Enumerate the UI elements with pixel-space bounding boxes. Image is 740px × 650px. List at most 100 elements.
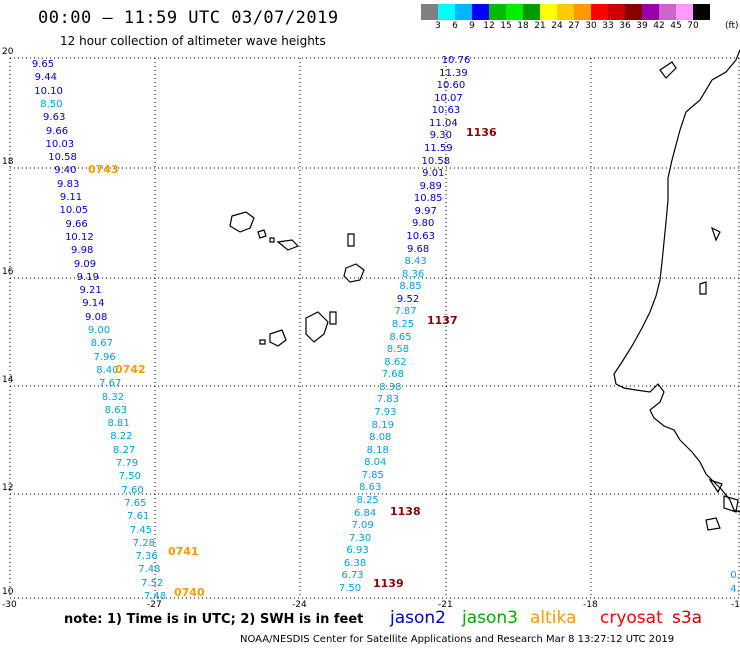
- cape-verde-sao-nicolau: [276, 239, 300, 251]
- wave-height-value: 9.63: [43, 112, 66, 124]
- wave-height-value: 9.21: [79, 285, 102, 297]
- pass-time-label: 0740: [174, 586, 205, 599]
- wave-height-value: 9.14: [82, 298, 105, 310]
- colorbar-label: 18: [517, 21, 529, 31]
- wave-height-value: 9.01: [422, 168, 445, 180]
- longitude-tick-label: -21: [438, 600, 453, 610]
- wave-height-value: 9.44: [34, 72, 57, 84]
- wave-height-value: 8.65: [389, 331, 412, 343]
- colorbar-unit: (ft): [725, 21, 739, 31]
- colorbar-label: 36: [619, 21, 631, 31]
- wave-height-value: 9.80: [412, 218, 435, 230]
- wave-height-value: 8.40: [96, 364, 119, 376]
- wave-height-value: 8.43: [404, 256, 427, 268]
- wave-height-value: 10.03: [45, 138, 75, 150]
- cape-verde-santiago: [305, 311, 329, 343]
- pass-time-label: 0741: [168, 545, 199, 558]
- cape-verde-santo-antao: [229, 211, 255, 233]
- wave-height-value: 9.68: [407, 243, 430, 255]
- colorbar-label: 33: [602, 21, 614, 31]
- coastal-island: [723, 495, 739, 513]
- wave-height-value: 11.39: [439, 67, 468, 79]
- wave-height-value: 7.79: [115, 458, 139, 469]
- wave-height-value: 6.73: [341, 570, 364, 582]
- land-outlines: [229, 49, 740, 531]
- wave-height-value: 10.10: [34, 85, 63, 97]
- longitude-tick-label: -15: [731, 600, 740, 610]
- longitude-tick-label: -18: [583, 600, 598, 610]
- wave-height-value: 7.09: [351, 520, 374, 532]
- wave-height-value: 7.28: [132, 537, 155, 549]
- colorbar-label: 6: [452, 21, 458, 31]
- longitude-tick-label: -30: [2, 600, 17, 610]
- wave-height-value: 6.38: [343, 557, 367, 569]
- wave-height-value: 7.85: [361, 469, 384, 481]
- wave-height-value: 10.60: [436, 80, 466, 92]
- wave-height-value: 7.36: [135, 551, 158, 563]
- wave-height-value: 7.96: [93, 351, 116, 363]
- wave-height-value: 8.25: [356, 495, 379, 506]
- wave-height-value: 9.66: [65, 218, 88, 230]
- colorbar-swatch: [608, 4, 625, 20]
- cape-verde-sal: [347, 233, 355, 247]
- colorbar-label: 27: [568, 21, 580, 31]
- wave-height-value: 8.63: [359, 482, 382, 494]
- wave-height-value: 8.36: [401, 268, 425, 280]
- colorbar-swatch: [489, 4, 506, 20]
- wave-height-value: 10.63: [406, 231, 435, 242]
- latitude-tick-label: 18: [2, 157, 14, 167]
- cape-verde-sao-vicente: [257, 229, 267, 239]
- wave-height-value: 10.58: [421, 155, 451, 167]
- wave-height-value: 9.89: [419, 180, 442, 192]
- wave-height-value: 8.08: [369, 432, 392, 444]
- wave-height-value: 10.63: [431, 105, 461, 117]
- colorbar-label: 24: [551, 21, 563, 31]
- legend-s3a: s3a: [672, 608, 703, 628]
- wave-height-value: 6.84: [354, 507, 377, 519]
- colorbar-swatch: [676, 4, 693, 20]
- colorbar-label: 70: [687, 21, 699, 31]
- units-note: note: 1) Time is in UTC; 2) SWH is in fe…: [64, 612, 364, 627]
- colorbar-label: 15: [500, 21, 512, 31]
- wave-height-value: 11.04: [429, 117, 458, 129]
- wave-height-value: 8.67: [90, 338, 113, 350]
- colorbar-swatch: [506, 4, 523, 20]
- colorbar-swatch: [455, 4, 472, 20]
- wave-height-value: 8.58: [386, 344, 410, 356]
- footer-credit: NOAA/NESDIS Center for Satellite Applica…: [240, 634, 675, 645]
- wave-height-value: 7.30: [348, 532, 372, 544]
- wave-height-value: 0.: [730, 570, 740, 581]
- coastal-island: [659, 61, 677, 79]
- legend-jason2: jason2: [390, 608, 446, 628]
- wave-height-value: 7.48: [143, 591, 167, 602]
- wave-height-value: 10.12: [65, 231, 94, 243]
- map-title: 00:00 – 11:59 UTC 03/07/2019: [38, 8, 339, 28]
- colorbar-label: 3: [435, 21, 441, 31]
- longitude-tick-label: -24: [292, 600, 307, 610]
- wave-height-value: 7.61: [127, 511, 150, 523]
- wave-height-value: 8.63: [104, 404, 127, 416]
- lat-lon-grid: [9, 57, 740, 599]
- wave-height-value: 6.93: [346, 545, 369, 557]
- legend-cryosat: cryosat: [600, 608, 663, 628]
- wave-height-value: 8.85: [399, 281, 422, 293]
- legend-jason3: jason3: [462, 608, 518, 628]
- cape-verde-brava: [259, 339, 266, 345]
- pass-time-label: 1139: [373, 577, 404, 590]
- wave-height-value: 10.05: [59, 205, 89, 217]
- wave-height-value: 7.83: [376, 394, 399, 406]
- wave-height-value: 8.19: [371, 419, 394, 431]
- wave-height-value: 9.00: [87, 325, 111, 336]
- colorbar-label: 39: [636, 21, 648, 31]
- wave-height-value: 10.85: [413, 193, 443, 205]
- wave-height-value: 8.62: [384, 356, 407, 368]
- wave-height-value: 7.67: [99, 378, 122, 390]
- latitude-tick-label: 20: [2, 47, 14, 57]
- wave-height-value: 7.50: [338, 583, 362, 594]
- wave-height-value: 10.07: [434, 92, 463, 104]
- pass-time-label: 0742: [115, 363, 146, 376]
- wave-height-value: 9.98: [71, 245, 94, 257]
- wave-height-value: 7.68: [381, 369, 405, 381]
- wave-height-value: 9.30: [429, 130, 452, 142]
- wave-height-value: 9.08: [85, 311, 108, 323]
